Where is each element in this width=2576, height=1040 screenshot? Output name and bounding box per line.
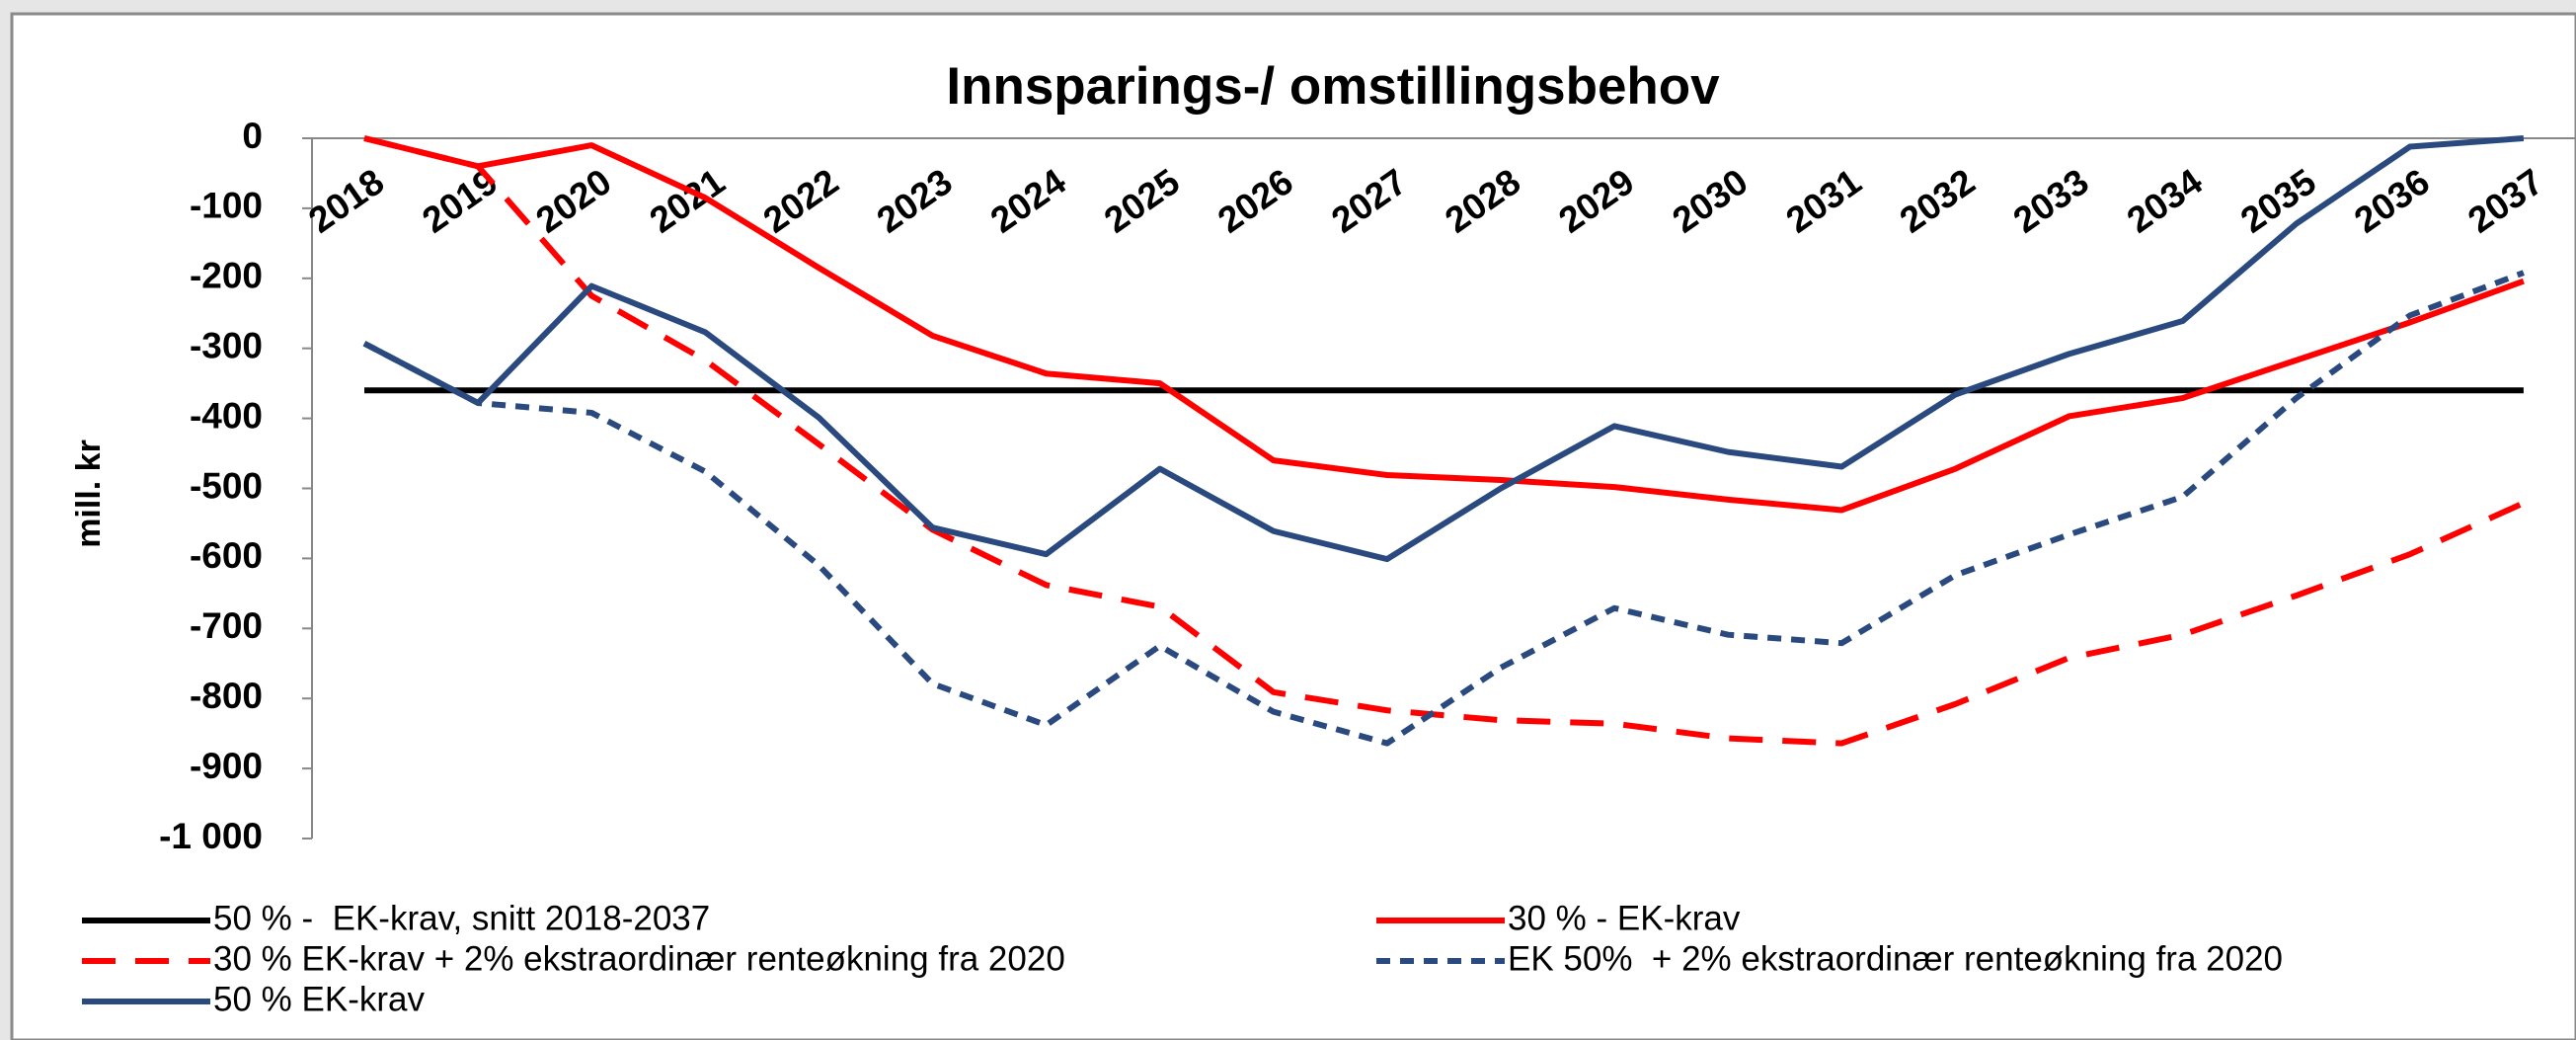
series-line [363, 135, 2525, 514]
series-line [362, 270, 2525, 747]
legend-label: 30 % EK-krav + 2% ekstraordinær renteøkn… [213, 939, 1065, 978]
y-tick-label: -300 [190, 325, 263, 365]
chart-title: Innsparings-/ omstillingsbehov [946, 57, 1720, 116]
y-axis-label: mill. kr [70, 440, 108, 548]
series-line [362, 135, 2525, 563]
y-tick-label: -900 [190, 746, 263, 786]
y-tick-label: -500 [190, 465, 263, 506]
y-tick-label: -800 [190, 676, 263, 716]
y-tick-label: -100 [190, 186, 263, 226]
y-tick-label: -200 [190, 256, 263, 296]
legend-label: 50 % - EK-krav, snitt 2018-2037 [213, 899, 710, 937]
y-tick-label: -700 [190, 605, 263, 646]
y-tick-label: -600 [190, 535, 263, 576]
series-line [363, 135, 2526, 747]
chart-frame [10, 12, 2576, 1040]
legend-label: 50 % EK-krav [213, 980, 425, 1018]
legend-label: 30 % - EK-krav [1508, 899, 1741, 937]
y-tick-label: -1 000 [159, 816, 263, 856]
legend-label: EK 50% + 2% ekstraordinær renteøkning fr… [1508, 939, 2283, 978]
y-tick-label: 0 [242, 116, 263, 156]
y-tick-label: -400 [190, 395, 263, 436]
